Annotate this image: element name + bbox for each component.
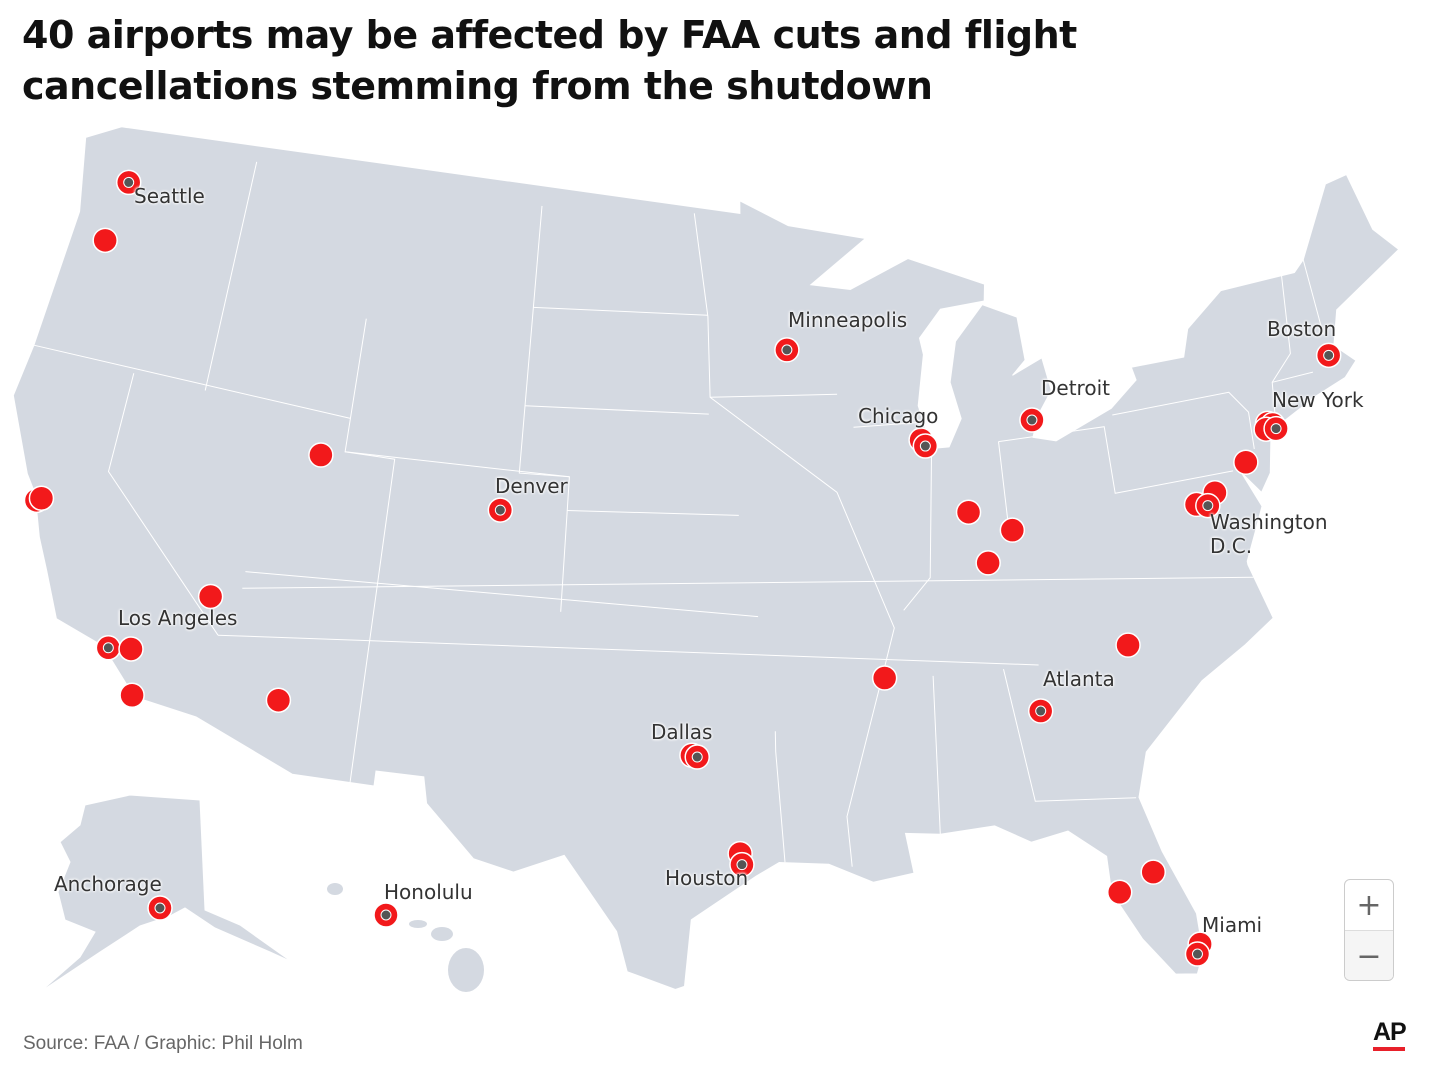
city-center-dot xyxy=(1202,500,1214,512)
hawaii-island xyxy=(431,927,453,941)
city-center-dot xyxy=(1035,705,1047,717)
city-label: Honolulu xyxy=(384,880,473,904)
state-border xyxy=(217,634,1039,666)
city-center-dot xyxy=(919,440,931,452)
state-border xyxy=(345,451,570,478)
state-border xyxy=(33,344,351,419)
state-border xyxy=(518,205,570,612)
city-label: Houston xyxy=(665,866,749,890)
city-center-dot xyxy=(123,176,135,188)
state-border xyxy=(107,373,219,636)
city-center-dot xyxy=(781,344,793,356)
ap-logo: AP xyxy=(1373,1018,1407,1046)
city-label: Anchorage xyxy=(54,872,162,896)
zoom-controls: + − xyxy=(1344,879,1394,981)
city-center-dot xyxy=(1026,414,1038,426)
airport-marker-phl[interactable] xyxy=(1233,449,1259,476)
city-center-dot xyxy=(691,751,703,763)
city-center-dot xyxy=(1191,948,1203,960)
city-center-dot xyxy=(494,504,506,516)
airport-marker-slc[interactable] xyxy=(308,442,334,468)
state-border xyxy=(998,426,1234,494)
state-border xyxy=(998,441,1010,529)
page-title: 40 airports may be affected by FAA cuts … xyxy=(22,13,1077,108)
city-center-dot xyxy=(102,642,114,654)
city-center-dot xyxy=(380,909,392,921)
city-label: Detroit xyxy=(1041,376,1110,400)
alaska-landmass xyxy=(39,794,293,993)
state-border xyxy=(903,446,933,611)
source-credit: Source: FAA / Graphic: Phil Holm xyxy=(23,1033,303,1054)
state-border xyxy=(1271,259,1324,417)
city-center-dot xyxy=(154,902,166,914)
city-center-dot xyxy=(1323,349,1335,361)
airport-marker-mco[interactable] xyxy=(1140,859,1167,885)
city-center-dot xyxy=(1270,423,1282,435)
state-border xyxy=(693,213,895,867)
airport-marker-tpa[interactable] xyxy=(1106,879,1133,906)
state-border xyxy=(710,393,838,398)
city-label: Los Angeles xyxy=(118,606,238,630)
airport-marker-clt[interactable] xyxy=(1115,632,1141,658)
state-border xyxy=(1003,668,1137,802)
city-label: Dallas xyxy=(651,720,713,744)
state-border xyxy=(533,306,708,316)
city-label: Boston xyxy=(1267,317,1337,341)
city-label: Seattle xyxy=(134,184,205,208)
hawaii-island xyxy=(327,883,343,895)
ap-logo-bar xyxy=(1373,1047,1405,1051)
city-label: Chicago xyxy=(858,404,939,428)
zoom-out-button[interactable]: − xyxy=(1345,930,1393,980)
city-label: Washington D.C. xyxy=(1210,510,1328,558)
airport-marker-sdf[interactable] xyxy=(975,550,1001,576)
airport-marker-oak[interactable] xyxy=(28,485,55,511)
airport-marker-ind[interactable] xyxy=(955,499,982,525)
state-border xyxy=(245,571,759,618)
state-border xyxy=(1112,391,1255,449)
airport-marker-las[interactable] xyxy=(197,583,224,610)
airport-marker-ont[interactable] xyxy=(118,636,144,662)
hawaii-island xyxy=(448,948,484,992)
airport-marker-cvg[interactable] xyxy=(999,517,1026,543)
airport-marker-phx[interactable] xyxy=(265,687,292,713)
state-border xyxy=(204,161,258,391)
city-center-dot xyxy=(736,859,748,871)
city-label: Denver xyxy=(495,474,568,498)
state-border xyxy=(344,318,396,783)
city-label: Minneapolis xyxy=(788,308,908,332)
city-label: New York xyxy=(1272,388,1364,412)
hawaii-island xyxy=(409,920,427,928)
city-label: Atlanta xyxy=(1043,667,1115,691)
state-border xyxy=(567,510,739,516)
state-border xyxy=(853,421,923,428)
airport-marker-san[interactable] xyxy=(119,682,145,709)
lower-48-landmass xyxy=(12,126,1400,991)
airport-marker-mem[interactable] xyxy=(871,665,898,691)
airport-marker-pdx[interactable] xyxy=(92,227,118,254)
state-border xyxy=(1272,371,1314,383)
zoom-in-button[interactable]: + xyxy=(1356,887,1382,923)
city-label: Miami xyxy=(1202,913,1263,937)
state-border xyxy=(774,731,786,863)
state-border xyxy=(524,405,709,415)
state-border xyxy=(932,675,941,835)
state-border xyxy=(242,576,1254,589)
